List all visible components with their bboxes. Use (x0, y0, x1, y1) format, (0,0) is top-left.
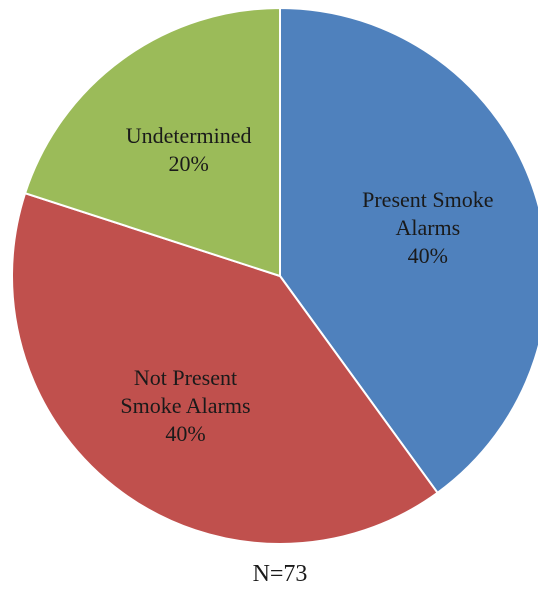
pie-labels: Present Smoke Alarms 40% Not Present Smoke A… (120, 123, 493, 446)
pie-category-label: Smoke Alarms (120, 393, 250, 418)
pie-slices (11, 6, 538, 545)
pie-label-1: Not Present Smoke Alarms 40% (120, 365, 250, 446)
pie-slice-0 (279, 6, 538, 495)
pie-slice-1 (11, 191, 439, 545)
pie-category-label: Undetermined (126, 123, 252, 148)
pie-value-label: 20% (168, 151, 208, 176)
pie-label-2: Undetermined 20% (126, 123, 252, 176)
pie-category-label: Present Smoke (362, 187, 493, 212)
pie-category-label: Not Present (134, 365, 237, 390)
pie-value-label: 40% (165, 421, 205, 446)
sample-size-note: N=73 (253, 561, 308, 587)
pie-label-0: Present Smoke Alarms 40% (362, 187, 493, 268)
pie-value-label: 40% (408, 243, 448, 268)
pie-category-label: Alarms (395, 215, 460, 240)
pie-slice-2 (23, 6, 281, 278)
